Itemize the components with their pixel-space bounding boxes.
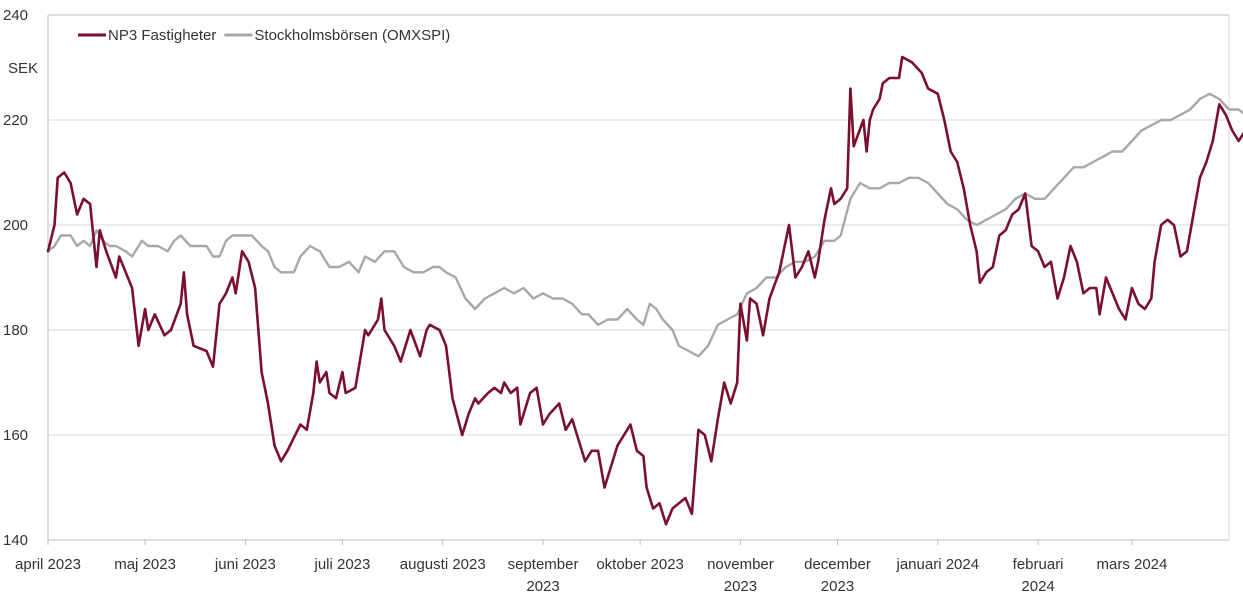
y-tick-label: 140	[3, 532, 28, 549]
legend: NP3 Fastigheter Stockholmsbörsen (OMXSPI)	[78, 27, 450, 44]
x-tick-label: oktober 2023	[596, 556, 684, 573]
x-tick-label: augusti 2023	[400, 556, 486, 573]
x-tick-label: juni 2023	[214, 556, 276, 573]
series-lines	[46, 55, 1243, 526]
x-tick-label: juli 2023	[313, 556, 370, 573]
x-tick-label: mars 2024	[1096, 556, 1167, 573]
x-tick-label: november 2023	[707, 556, 774, 595]
y-tick-label: 200	[3, 217, 28, 234]
series-line-np3-fastigheter	[46, 55, 1243, 526]
legend-label: Stockholmsbörsen (OMXSPI)	[254, 27, 450, 44]
x-tick-label: januari 2024	[896, 556, 980, 573]
legend-label: NP3 Fastigheter	[108, 27, 216, 44]
y-tick-label: 180	[3, 322, 28, 339]
y-tick-label: 240	[3, 7, 28, 24]
x-tick-label: september 2023	[508, 556, 579, 595]
x-tick-label: april 2023	[15, 556, 81, 573]
x-tick-label: december 2023	[804, 556, 871, 595]
axes: 140 160 180 200 220 240 SEK april 2023 maj 2023 j…	[3, 7, 1230, 595]
y-tick-label: 160	[3, 427, 28, 444]
series-line-stockholmsb-rsen-omxspi	[46, 92, 1243, 358]
y-tick-label: 220	[3, 112, 28, 129]
x-tick-label: maj 2023	[114, 556, 176, 573]
y-axis-unit-label: SEK	[8, 60, 38, 77]
x-tick-label: februari 2024	[1013, 556, 1064, 595]
grid-lines	[48, 119, 1229, 436]
